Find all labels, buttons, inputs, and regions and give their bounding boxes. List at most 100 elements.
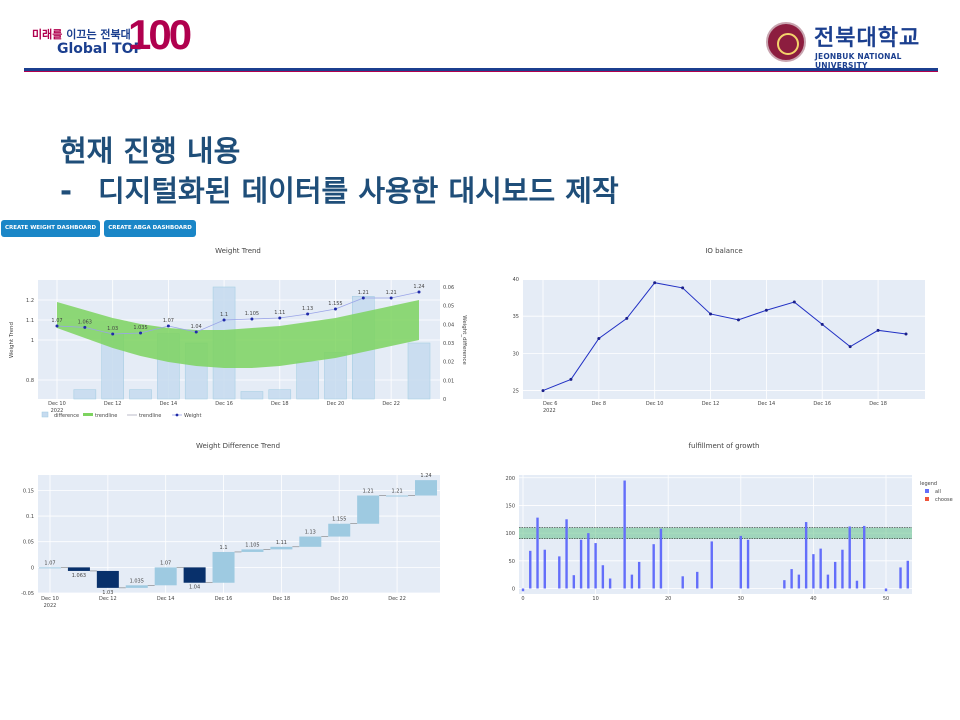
growth-bar [521, 588, 525, 592]
chart-title: IO balance [705, 247, 742, 255]
x-tick-label: Dec 18 [271, 401, 289, 407]
legend-label: all [935, 489, 941, 495]
y-tick-label: 0.15 [23, 488, 34, 494]
x-tick-label: Dec 16 [215, 596, 233, 602]
y-tick-label: 200 [505, 476, 515, 482]
y-tick-label: -0.05 [21, 591, 34, 597]
y2-tick-label: 0.06 [443, 285, 454, 291]
io-balance-point [569, 377, 573, 381]
growth-bar [630, 574, 634, 589]
io-balance-point [904, 332, 908, 336]
growth-bar [637, 561, 641, 589]
y-tick-label: 35 [513, 314, 519, 320]
growth-bar [594, 543, 597, 589]
top-100-mark: 100 [128, 11, 192, 58]
legend-title: legend [920, 481, 937, 487]
x-tick-label: 10 [592, 596, 598, 602]
university-seal-icon [766, 22, 806, 62]
waterfall-bar [241, 549, 264, 552]
university-logo: 전북대학교 JEONBUK NATIONAL UNIVERSITY [766, 22, 941, 70]
legend-swatch [41, 411, 49, 418]
weight-data-label: 1.155 [328, 301, 342, 307]
create-abga-dashboard-button[interactable]: CREATE ABGA DASHBOARD [104, 220, 196, 237]
x-tick-label: 50 [883, 596, 889, 602]
y-tick-label: 50 [509, 559, 515, 565]
weight-difference-trend-chart: Weight Difference Trend -0.05 0 0.05 0.1 0.15… [21, 442, 440, 609]
weight-data-label: 1.13 [302, 306, 313, 312]
weight-point [389, 296, 393, 300]
weight-point [278, 316, 282, 320]
waterfall-data-label: 1.07 [44, 560, 55, 566]
growth-bar [696, 571, 699, 589]
legend-label: choose [935, 497, 953, 503]
waterfall-bar [67, 567, 90, 571]
waterfall-bar [415, 480, 437, 496]
x-tick-label: Dec 16 [215, 401, 233, 407]
io-balance-point [709, 312, 713, 316]
growth-bar [790, 569, 793, 589]
weight-point [250, 317, 254, 321]
legend-swatch [925, 497, 929, 501]
y2-axis-label: Weight_difference [461, 315, 467, 365]
growth-bar [587, 533, 590, 589]
waterfall-data-label: 1.07 [160, 560, 171, 566]
weight-point [83, 325, 87, 329]
legend-label: trendline [139, 413, 161, 419]
y2-tick-label: 0.03 [443, 341, 454, 347]
weight-point [139, 331, 143, 335]
weight-point [417, 290, 421, 294]
waterfall-bar [96, 570, 119, 588]
growth-bar [601, 565, 605, 589]
slide-subtitle: - 디지털화된 데이터를 사용한 대시보드 제작 [60, 168, 619, 210]
growth-bar [746, 539, 750, 589]
io-balance-point [625, 316, 629, 320]
y2-tick-label: 0.01 [443, 378, 454, 384]
y-tick-label: 0.1 [26, 514, 34, 520]
difference-bar [240, 391, 264, 400]
y-tick-label: 30 [513, 351, 519, 357]
legend-swatch [175, 413, 179, 417]
growth-bar [652, 544, 655, 589]
growth-bar [579, 539, 583, 589]
difference-bar [73, 389, 97, 400]
growth-bar [826, 574, 830, 589]
waterfall-bar [183, 567, 206, 583]
header-divider [24, 68, 938, 71]
y-tick-label: 40 [513, 277, 519, 283]
slide-title: 현재 진행 내용 [60, 134, 241, 168]
header-divider-accent [24, 71, 938, 72]
legend-swatch [925, 489, 929, 493]
growth-bar [558, 556, 561, 589]
x-tick-label: Dec 22 [382, 401, 400, 407]
waterfall-data-label: 1.1 [220, 545, 228, 551]
io-balance-line [542, 282, 907, 392]
growth-bar [863, 525, 866, 589]
global-top-100-logo: 미래를 이끄는 전북대 Global TOP 100 [28, 14, 198, 58]
university-name-ko: 전북대학교 [814, 26, 921, 51]
waterfall-data-label: 1.13 [305, 530, 316, 536]
y-tick-label: 0.8 [26, 378, 34, 384]
y-tick-label: 0.05 [23, 540, 34, 546]
growth-bar [884, 588, 888, 592]
io-balance-point [681, 286, 685, 290]
growth-bar [710, 541, 713, 589]
weight-point [333, 307, 337, 311]
subtitle-dash: - [60, 174, 73, 208]
weight-data-label: 1.1 [220, 312, 228, 318]
waterfall-data-label: 1.105 [245, 542, 259, 548]
waterfall-data-label: 1.035 [130, 578, 144, 584]
y-tick-label: 150 [505, 503, 515, 509]
waterfall-bar [39, 567, 61, 569]
legend-label: difference [54, 413, 79, 419]
weight-data-label: 1.04 [191, 324, 202, 330]
weight-data-label: 1.21 [386, 290, 397, 296]
growth-bar [565, 519, 568, 589]
growth-bar [608, 578, 612, 589]
waterfall-bar [328, 523, 351, 537]
growth-bar [783, 580, 786, 589]
x-tick-label: Dec 12 [702, 401, 720, 407]
weight-point [55, 324, 59, 328]
x-tick-label: Dec 16 [813, 401, 831, 407]
create-weight-dashboard-button[interactable]: CREATE WEIGHT DASHBOARD [1, 220, 100, 237]
